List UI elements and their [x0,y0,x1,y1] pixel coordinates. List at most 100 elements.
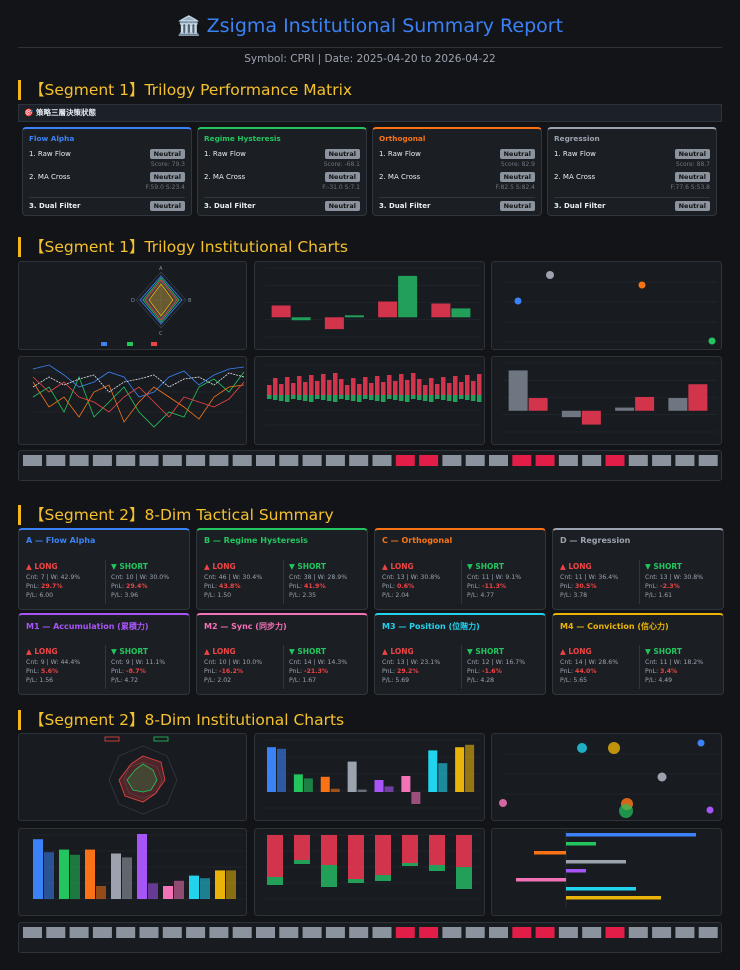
heat-cell [46,927,66,938]
long-column: ▲ LONG Cnt: 11 | W: 36.4% PnL: 30.5% P/L: 3… [560,562,640,601]
long-pnl-value: 5.6% [41,668,59,675]
stack-bar-red [357,384,362,395]
heat-cell [372,927,392,938]
heat-cell [582,927,602,938]
report-title: 🏛️ Zsigma Institutional Summary Report [176,15,564,37]
horizontal-bar-chart [516,831,696,907]
long-count: Cnt: 10 | W: 10.0% [204,659,263,666]
heat-cell [489,455,508,466]
bar-D-0 [668,398,688,411]
stack-bar-red [387,375,392,395]
long-pl: P/L: 1.56 [26,677,54,684]
card-divider [29,197,185,198]
short-pnl-label: PnL: [645,668,659,675]
stack-bar-green [273,395,278,400]
stack-bar-red [423,385,428,395]
pl-bar-M4 [465,744,475,792]
short-pnl-line: PnL: -2.3% [645,583,725,590]
stack-bar-red [399,374,404,395]
count-bar-short [122,857,132,899]
count-bar-long [85,849,95,899]
hbar-neg [516,878,566,882]
stack-bar-green [387,395,392,399]
win-bar-red [456,835,472,867]
heat-cell [325,455,345,466]
short-pnl-line: PnL: 41.9% [289,583,369,590]
count-bar-long [111,853,121,899]
long-pnl-value: -16.2% [219,668,244,675]
bubble-chart-panel [491,733,722,821]
stack-bar-green [441,395,446,400]
stack-bar-red [285,377,290,395]
heat-cell [489,927,508,938]
stack-bar-red [369,383,374,395]
heat-cell [69,927,89,938]
stack-bar-green [291,395,296,399]
win-bar-green [294,860,310,864]
tactical-card: M1 — Accumulation (累積力) ▲ LONG Cnt: 9 | W:… [18,613,190,695]
hbar-neg [534,851,566,855]
tactical-card-title: M2 — Sync (同步力) [204,622,287,631]
bar-A-0 [271,305,291,318]
win-bar-green [348,879,364,883]
long-pnl-label: PnL: [204,583,218,590]
stack-bar-red [315,381,320,395]
long-header: ▲ LONG [26,562,58,571]
raw-flow-status: Neutral [324,149,360,159]
heatmap-2 [23,927,718,938]
short-column: ▼ SHORT Cnt: 14 | W: 14.3% PnL: -21.3% P/L:… [289,647,369,686]
win-bar-red [375,835,391,875]
raw-flow-score: Score: -68.1 [323,161,360,168]
matrix-card-flow-alpha: Flow Alpha 1. Raw Flow Neutral Score: 79.3 2… [22,127,192,216]
pl-bar-D [357,789,367,792]
stack-bar-green [459,395,464,399]
tactical-card: D — Regression ▲ LONG Cnt: 11 | W: 36.4% Pn… [552,528,724,610]
long-column: ▲ LONG Cnt: 46 | W: 30.4% PnL: 43.8% P/L: 1… [204,562,284,601]
long-pl: P/L: 5.65 [560,677,588,684]
heatmap-strip-1 [18,450,722,481]
pl-bar-M3 [428,750,438,792]
raw-flow-label: 1. Raw Flow [554,150,596,158]
pl-bar-M1 [384,786,394,792]
line-chart-panel [18,356,247,445]
column-divider [461,560,462,604]
dual-filter-row: 3. Dual Filter Neutral [554,201,710,213]
raw-flow-status: Neutral [499,149,535,159]
short-column: ▼ SHORT Cnt: 12 | W: 16.7% PnL: -1.6% P/L: … [467,647,547,686]
stack-bar-green [321,395,326,400]
stack-bar-red [471,381,476,395]
long-pnl-label: PnL: [382,668,396,675]
short-pnl-line: PnL: -8.7% [111,668,191,675]
tactical-card: M4 — Conviction (信心力) ▲ LONG Cnt: 14 | W: … [552,613,724,695]
bar-B-0 [324,317,344,330]
heat-cell [535,455,555,466]
heat-cell [652,927,672,938]
short-pnl-value: -21.3% [304,668,329,675]
ma-cross-label: 2. MA Cross [29,173,71,181]
heat-cell [116,455,136,466]
radar8-chart [104,736,178,815]
heat-cell [349,455,369,466]
win-bar-green [429,865,445,871]
heat-cell [256,927,275,938]
heat-cell [162,927,182,938]
heat-cell [628,927,648,938]
long-pl: P/L: 5.69 [382,677,410,684]
section-title-s1-matrix: 【Segment 1】Trilogy Performance Matrix [18,80,352,100]
dual-filter-label: 3. Dual Filter [204,202,256,210]
bar-A-1 [528,398,548,411]
ma-cross-status: Neutral [674,172,710,182]
heat-cell [465,927,485,938]
heat-cell [395,927,415,938]
long-pnl-label: PnL: [382,583,396,590]
pl-bar-M4 [455,747,465,792]
heat-cell [92,927,112,938]
win-bar-red [267,835,283,877]
heat-cell [698,927,718,938]
short-pl: P/L: 4.72 [111,677,139,684]
heat-cell [116,927,136,938]
stack-bar-red [477,374,482,395]
stack-bar-red [327,380,332,395]
long-pnl-line: PnL: -16.2% [204,668,284,675]
heat-cell [395,455,415,466]
